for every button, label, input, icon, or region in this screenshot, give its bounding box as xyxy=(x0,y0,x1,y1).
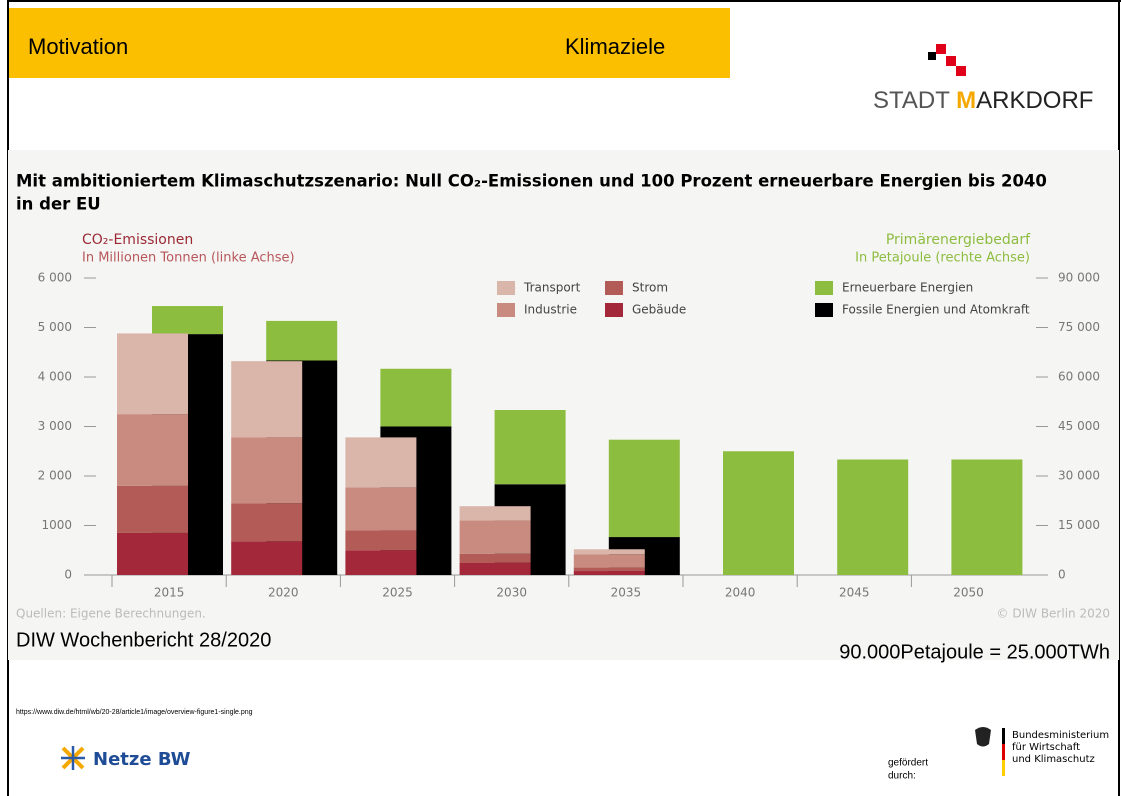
ministry: für Wirtschaft xyxy=(1012,742,1080,753)
bar-segment xyxy=(459,553,531,563)
legend-swatch xyxy=(605,303,623,317)
x-tick-label: 2045 xyxy=(839,586,870,600)
conversion-note: 90.000Petajoule = 25.000TWh xyxy=(839,641,1110,663)
bar-segment xyxy=(837,459,909,575)
bar-segment xyxy=(231,541,303,575)
y-axis-label: CO₂-Emissionen xyxy=(82,232,193,248)
funded-label: gefördert xyxy=(888,758,928,769)
y-tick-label: 1000 xyxy=(41,518,72,532)
legend-label: Industrie xyxy=(524,303,577,317)
logo: STADT MARKDORF xyxy=(873,44,1093,114)
topic-title: Klimaziele xyxy=(565,34,665,59)
bar-segment xyxy=(345,530,417,551)
logo-icon xyxy=(61,746,85,770)
logo-block xyxy=(946,56,956,66)
legend-swatch xyxy=(497,281,515,295)
y2-tick-label: 90 000 xyxy=(1058,271,1100,285)
copyright: © DIW Berlin 2020 xyxy=(997,607,1110,621)
bar-segment xyxy=(345,487,417,531)
y-tick-label: 0 xyxy=(64,568,72,582)
bar-segment xyxy=(573,554,645,568)
bar-segment xyxy=(723,451,794,575)
bar-segment xyxy=(231,361,303,438)
logo-block xyxy=(936,44,946,54)
y2-tick-label: 60 000 xyxy=(1058,370,1100,384)
y-tick-label: 4 000 xyxy=(38,370,72,384)
legend-label: Gebäude xyxy=(632,303,686,317)
y2-tick-label: 45 000 xyxy=(1058,419,1100,433)
legend-swatch xyxy=(815,281,833,295)
y-tick-label: 6 000 xyxy=(38,271,72,285)
legend-label: Fossile Energien und Atomkraft xyxy=(842,303,1030,317)
bar-segment xyxy=(951,459,1023,575)
bar-segment xyxy=(608,439,680,538)
partner-logo: Netze BW xyxy=(61,746,191,770)
logo-block xyxy=(928,52,936,60)
bar-segment xyxy=(573,571,645,575)
y2-tick-label: 0 xyxy=(1058,568,1066,582)
legend-swatch xyxy=(497,303,515,317)
bar-segment xyxy=(117,414,188,486)
x-tick-label: 2025 xyxy=(382,586,413,600)
funded-label: durch: xyxy=(888,771,916,782)
flag-stripe xyxy=(1002,760,1005,776)
source-url: https://www.diw.de/html/wb/20-28/article… xyxy=(16,709,253,716)
bar-segment xyxy=(231,503,303,542)
section-title: Motivation xyxy=(28,34,128,59)
bar-segment xyxy=(494,410,566,485)
bar-segment xyxy=(152,306,223,335)
bar-segment xyxy=(459,562,531,575)
x-tick-label: 2015 xyxy=(154,586,185,600)
ministry: und Klimaschutz xyxy=(1012,754,1095,765)
bar-segment xyxy=(117,485,188,533)
source: Quellen: Eigene Berechnungen. xyxy=(16,607,206,621)
chart-title: in der EU xyxy=(16,195,101,214)
x-tick-label: 2030 xyxy=(496,586,527,600)
legend-label: Erneuerbare Energien xyxy=(842,281,973,295)
bar-segment xyxy=(459,506,531,521)
y-tick-label: 5 000 xyxy=(38,320,72,334)
logo-part: ARKDORF xyxy=(976,87,1093,114)
y2-tick-label: 15 000 xyxy=(1058,518,1100,532)
y-tick-label: 2 000 xyxy=(38,469,72,483)
logo-part: STADT xyxy=(873,87,956,114)
eagle-icon xyxy=(975,727,991,747)
bar-segment xyxy=(380,368,452,427)
bar-segment xyxy=(573,549,645,555)
bar-segment xyxy=(231,437,303,504)
y2-tick-label: 30 000 xyxy=(1058,469,1100,483)
flag-stripe xyxy=(1002,728,1005,744)
partner-name: Netze BW xyxy=(93,749,191,770)
legend-label: Strom xyxy=(632,281,668,295)
chart-title: Mit ambitioniertem Klimaschutzszenario: … xyxy=(16,172,1047,191)
plot: 0 1000 2 000 3 000 4 000 5 000 6 000 0 15 000 30 … xyxy=(38,271,1100,600)
bar-segment xyxy=(117,532,188,575)
citation: DIW Wochenbericht 28/2020 xyxy=(16,629,271,651)
y-tick-label: 3 000 xyxy=(38,419,72,433)
x-tick-label: 2020 xyxy=(268,586,299,600)
legend-label: Transport xyxy=(523,281,581,295)
y2-tick-label: 75 000 xyxy=(1058,320,1100,334)
ministry: Bundesministerium xyxy=(1012,730,1109,741)
bar-segment xyxy=(345,437,417,488)
bar-segment xyxy=(459,520,531,554)
y2-axis-label: In Petajoule (rechte Achse) xyxy=(855,251,1030,266)
logo-part: M xyxy=(956,87,976,114)
logo-block xyxy=(956,66,966,76)
x-tick-label: 2050 xyxy=(953,586,984,600)
logo-text: STADT MARKDORF xyxy=(873,87,1093,114)
legend-swatch xyxy=(815,303,833,317)
legend-swatch xyxy=(605,281,623,295)
y-axis-label: In Millionen Tonnen (linke Achse) xyxy=(82,251,295,266)
flag-stripe xyxy=(1002,744,1005,760)
header-bar xyxy=(8,8,730,78)
bar-segment xyxy=(266,320,338,361)
y2-axis-label: Primärenergiebedarf xyxy=(886,232,1031,248)
x-tick-label: 2035 xyxy=(611,586,642,600)
bar-segment xyxy=(117,333,188,415)
bar-segment xyxy=(345,550,417,575)
x-tick-label: 2040 xyxy=(725,586,756,600)
bar-segment xyxy=(573,567,645,572)
